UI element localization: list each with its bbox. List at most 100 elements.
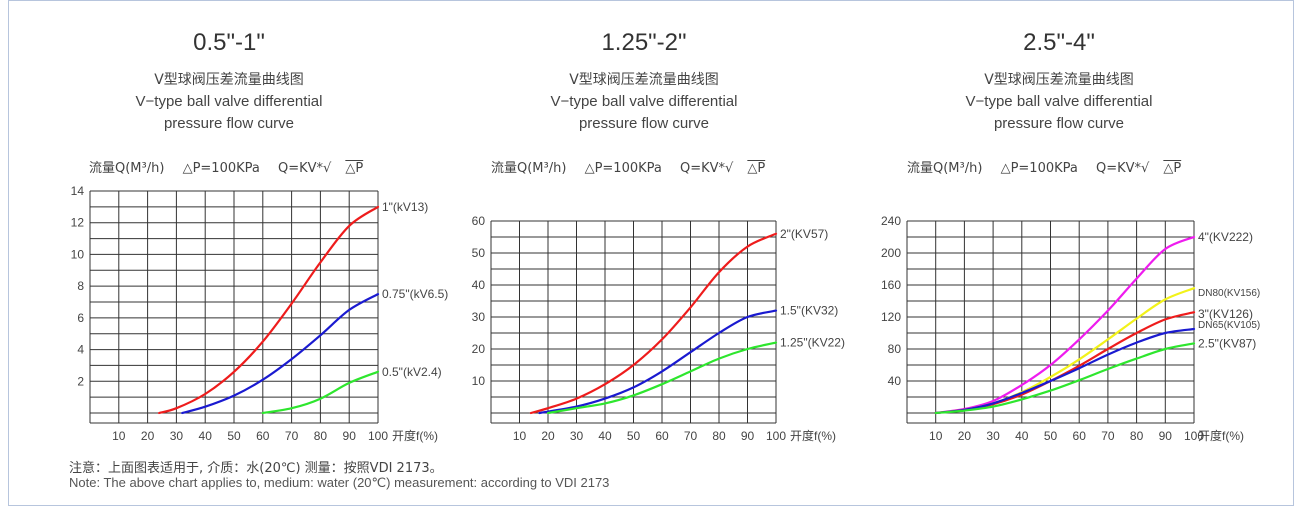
grid: [89, 190, 379, 424]
y-tick-label: 120: [881, 310, 901, 324]
x-tick-label: 20: [541, 429, 555, 443]
flow-formula: Q=KV*√ △P: [278, 161, 377, 176]
x-tick-label: 60: [256, 429, 270, 443]
series-label: DN65(KV105): [1198, 320, 1260, 331]
y-axis-label: 流量Q(M³/h): [491, 161, 567, 176]
x-tick-label: 10: [112, 429, 126, 443]
x-axis-label: 开度f(%): [1198, 428, 1244, 443]
formula-prefix: Q=KV*√: [278, 161, 332, 176]
formula-radicand: △P: [747, 161, 766, 176]
x-axis-label: 开度f(%): [790, 428, 836, 443]
x-tick-label: 20: [958, 429, 972, 443]
y-tick-label: 6: [77, 311, 84, 325]
series-line: [538, 309, 778, 415]
x-tick-label: 40: [199, 429, 213, 443]
x-tick-label: 60: [1073, 429, 1087, 443]
x-tick-label: 100: [1184, 429, 1204, 443]
flow-formula: Q=KV*√ △P: [680, 161, 779, 176]
y-axis-label: 流量Q(M³/h): [89, 161, 165, 176]
x-tick-label: 50: [227, 429, 241, 443]
pressure-drop-label: △P=100KPa: [1000, 161, 1078, 176]
x-tick-label: 40: [598, 429, 612, 443]
y-tick-label: 200: [881, 246, 901, 260]
x-tick-label: 30: [570, 429, 584, 443]
series-line: [934, 327, 1196, 415]
chart-title-en-line2: pressure flow curve: [993, 115, 1125, 132]
x-tick-label: 30: [170, 429, 184, 443]
y-tick-label: 80: [888, 342, 902, 356]
y-tick-label: 160: [881, 278, 901, 292]
y-tick-label: 40: [472, 278, 486, 292]
series-label: 4"(KV222): [1198, 230, 1253, 244]
x-tick-label: 20: [141, 429, 155, 443]
x-axis-label: 开度f(%): [392, 428, 438, 443]
series-label: 2.5"(KV87): [1198, 336, 1256, 350]
series-label: 0.5"(kV2.4): [382, 365, 442, 379]
series-label: 1"(kV13): [382, 200, 428, 214]
chart-title-en-line1: V−type ball valve differential: [135, 93, 323, 110]
chart-title-en-line1: V−type ball valve differential: [965, 93, 1153, 110]
formula-line: 流量Q(M³/h) △P=100KPa Q=KV*√ △P: [907, 157, 1209, 176]
x-tick-label: 50: [1044, 429, 1058, 443]
y-tick-label: 30: [472, 310, 486, 324]
flow-curve-chart: 40 80 120 160 200 240 10 20 30 40 50 60 70 80 90 100开度f…: [881, 214, 1260, 443]
series-label: 1.5"(KV32): [780, 304, 838, 318]
y-tick-label: 14: [71, 184, 85, 198]
size-range-title: 1.25"-2": [601, 29, 687, 56]
x-tick-label: 80: [712, 429, 726, 443]
x-tick-label: 90: [741, 429, 755, 443]
x-tick-label: 60: [655, 429, 669, 443]
formula-line: 流量Q(M³/h) △P=100KPa Q=KV*√ △P: [89, 157, 391, 176]
grid: [490, 220, 777, 424]
series-line: [934, 235, 1196, 415]
y-tick-label: 10: [472, 374, 486, 388]
y-tick-label: 12: [71, 216, 85, 230]
series-label: 2"(KV57): [780, 227, 828, 241]
y-tick-label: 10: [71, 247, 85, 261]
series-line: [529, 232, 778, 415]
x-tick-label: 40: [1015, 429, 1029, 443]
x-tick-label: 30: [986, 429, 1000, 443]
chart-title-cn: V型球阀压差流量曲线图: [984, 72, 1134, 88]
y-tick-label: 50: [472, 246, 486, 260]
series-label: DN80(KV156): [1198, 288, 1260, 299]
x-tick-label: 100: [368, 429, 388, 443]
chart-panel-small: 0.5"-1" V型球阀压差流量曲线图 V−type ball valve di…: [19, 1, 449, 443]
x-tick-label: 100: [766, 429, 786, 443]
series-line: [934, 311, 1196, 415]
figure-frame: 0.5"-1" V型球阀压差流量曲线图 V−type ball valve di…: [8, 0, 1294, 506]
flow-curve-chart: 2 4 6 8 10 12 14 10 20 30 40 50 60 70 80 90 100 开度f(%) 1"(…: [71, 184, 449, 443]
series-line: [546, 341, 778, 415]
chart-title-en-line2: pressure flow curve: [578, 115, 710, 132]
y-axis-label: 流量Q(M³/h): [907, 161, 983, 176]
chart-title-en-line1: V−type ball valve differential: [550, 93, 738, 110]
x-tick-label: 70: [285, 429, 299, 443]
chart-title-en-line2: pressure flow curve: [163, 115, 295, 132]
flow-curve-chart: 10 20 30 40 50 60 10 20 30 40 50 60 70 80 90 100 开度f(%) 2…: [472, 214, 845, 443]
y-tick-label: 40: [888, 374, 902, 388]
y-tick-label: 8: [77, 279, 84, 293]
note-english: Note: The above chart applies to, medium…: [69, 475, 610, 490]
pressure-drop-label: △P=100KPa: [584, 161, 662, 176]
formula-prefix: Q=KV*√: [680, 161, 734, 176]
series-line: [158, 205, 380, 415]
formula-radicand: △P: [1163, 161, 1182, 176]
formula-radicand: △P: [345, 161, 364, 176]
y-tick-label: 2: [77, 374, 84, 388]
series-line: [181, 293, 380, 415]
formula-prefix: Q=KV*√: [1096, 161, 1150, 176]
x-tick-label: 10: [513, 429, 527, 443]
y-tick-label: 240: [881, 214, 901, 228]
flow-formula: Q=KV*√ △P: [1096, 161, 1195, 176]
y-tick-label: 60: [472, 214, 486, 228]
chart-panel-large: 2.5"-4" V型球阀压差流量曲线图 V−type ball valve di…: [849, 1, 1269, 443]
pressure-drop-label: △P=100KPa: [182, 161, 260, 176]
chart-title-cn: V型球阀压差流量曲线图: [569, 72, 719, 88]
x-tick-label: 70: [1101, 429, 1115, 443]
note-chinese: 注意：上面图表适用于, 介质：水(20℃) 测量：按照VDI 2173。: [69, 461, 443, 476]
size-range-title: 2.5"-4": [1023, 29, 1095, 56]
size-range-title: 0.5"-1": [193, 29, 265, 56]
x-tick-label: 80: [1130, 429, 1144, 443]
series-label: 3"(KV126): [1198, 307, 1253, 321]
series-line: [934, 287, 1196, 415]
